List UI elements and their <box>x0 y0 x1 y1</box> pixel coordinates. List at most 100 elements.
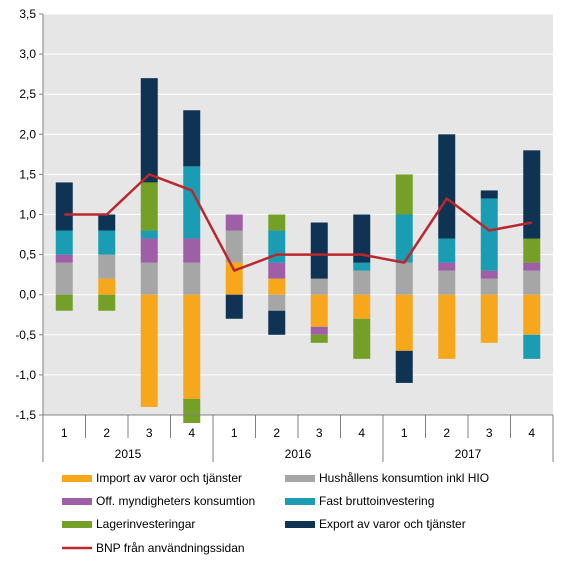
bar-segment <box>268 278 286 295</box>
bar-segment <box>225 262 243 295</box>
year-label: 2017 <box>455 447 482 461</box>
bar-segment <box>310 326 328 335</box>
year-label: 2016 <box>285 447 312 461</box>
y-tick-label: -1,5 <box>15 408 36 422</box>
bar-segment <box>438 238 456 263</box>
bar-segment <box>523 334 541 359</box>
x-tick-label: 2 <box>273 426 280 440</box>
bar-segment <box>523 150 541 239</box>
x-axis: 1 2 3 4 1 2 3 4 1 2 3 4 2015 2016 2017 <box>42 414 554 462</box>
bar-segment <box>98 214 116 231</box>
bar-segment <box>353 214 371 263</box>
bar-segment <box>395 214 413 263</box>
bar-segment <box>438 270 456 295</box>
bar-segment <box>310 222 328 279</box>
bar-segment <box>523 262 541 271</box>
x-tick-label: 4 <box>528 426 535 440</box>
bnp-line <box>64 173 533 272</box>
bar-segment <box>480 270 498 279</box>
x-tick-label: 3 <box>146 426 153 440</box>
legend-swatch <box>62 498 92 505</box>
bar-segment <box>98 230 116 255</box>
bar-segment <box>55 254 73 263</box>
x-tick-label: 3 <box>486 426 493 440</box>
y-tick-label: -1,0 <box>15 368 36 382</box>
legend-swatch <box>285 521 315 528</box>
x-tick-label: 4 <box>358 426 365 440</box>
x-tick-label: 1 <box>61 426 68 440</box>
bar-segment <box>98 254 116 279</box>
y-tick-label: 1,0 <box>19 208 36 222</box>
y-tick-label: 0,5 <box>19 248 36 262</box>
bar-segment <box>353 270 371 295</box>
bar-segment <box>438 134 456 239</box>
bar-segment <box>480 190 498 199</box>
y-tick-label: -0,5 <box>15 328 36 342</box>
y-tick-label: 2,5 <box>19 87 36 101</box>
legend-label: Lagerinvesteringar <box>96 517 195 531</box>
x-tick-label: 3 <box>316 426 323 440</box>
bar-segment <box>140 182 158 231</box>
bar-segment <box>140 238 158 263</box>
x-tick-label: 2 <box>443 426 450 440</box>
legend-swatch <box>62 475 92 482</box>
bar-segment <box>480 278 498 295</box>
bar-segment <box>183 294 201 399</box>
bar-segment <box>183 166 201 239</box>
legend-swatch <box>285 498 315 505</box>
bar-segment <box>395 174 413 215</box>
bar-segment <box>183 238 201 263</box>
x-tick-label: 1 <box>231 426 238 440</box>
bar-segment <box>183 398 201 424</box>
bar-segment <box>183 262 201 295</box>
bar-segment <box>225 214 243 231</box>
bar-segment <box>353 262 371 271</box>
bar-segment <box>480 294 498 343</box>
y-tick-label: 1,5 <box>19 167 36 181</box>
y-tick-label: 3,0 <box>19 47 36 61</box>
bar-segment <box>140 294 158 407</box>
x-tick-label: 1 <box>401 426 408 440</box>
bar-segment <box>395 262 413 295</box>
bar-segment <box>268 294 286 311</box>
y-tick-label: 0,0 <box>19 288 36 302</box>
bar-segment <box>268 262 286 279</box>
y-axis-ticks: 3,5 3,0 2,5 2,0 1,5 1,0 0,5 0,0 -0,5 -1,0 -1,5 <box>15 7 44 422</box>
bar-segment <box>140 230 158 239</box>
x-tick-label: 2 <box>103 426 110 440</box>
bar-segment <box>353 318 371 359</box>
bar-segment <box>395 350 413 383</box>
bar-segment <box>523 294 541 335</box>
bar-segment <box>55 262 73 295</box>
bars <box>55 78 541 424</box>
bar-segment <box>353 294 371 319</box>
legend-label: Import av varor och tjänster <box>96 471 242 485</box>
legend-swatch <box>62 521 92 528</box>
legend-label: Export av varor och tjänster <box>319 517 466 531</box>
bar-segment <box>438 294 456 359</box>
legend-label: Off. myndigheters konsumtion <box>96 494 255 508</box>
x-tick-label: 4 <box>188 426 195 440</box>
bar-segment <box>310 334 328 343</box>
bar-segment <box>55 182 73 231</box>
bar-segment <box>140 78 158 183</box>
y-tick-label: 3,5 <box>19 7 36 21</box>
legend-label: Hushållens konsumtion inkl HIO <box>319 471 489 485</box>
bar-segment <box>225 230 243 263</box>
bar-segment <box>98 278 116 295</box>
bar-segment <box>523 270 541 295</box>
bar-segment <box>268 214 286 231</box>
bar-segment <box>523 238 541 263</box>
bar-segment <box>225 294 243 319</box>
bar-segment <box>310 294 328 327</box>
legend-swatch <box>285 475 315 482</box>
bnp-line-series <box>64 173 533 272</box>
bar-segment <box>310 278 328 295</box>
bar-segment <box>98 294 116 311</box>
legend-label: Fast bruttoinvestering <box>319 494 434 508</box>
year-label: 2015 <box>115 447 142 461</box>
legend: Import av varor och tjänster Hushållens k… <box>62 471 489 555</box>
bar-segment <box>438 262 456 271</box>
bar-segment <box>395 294 413 351</box>
